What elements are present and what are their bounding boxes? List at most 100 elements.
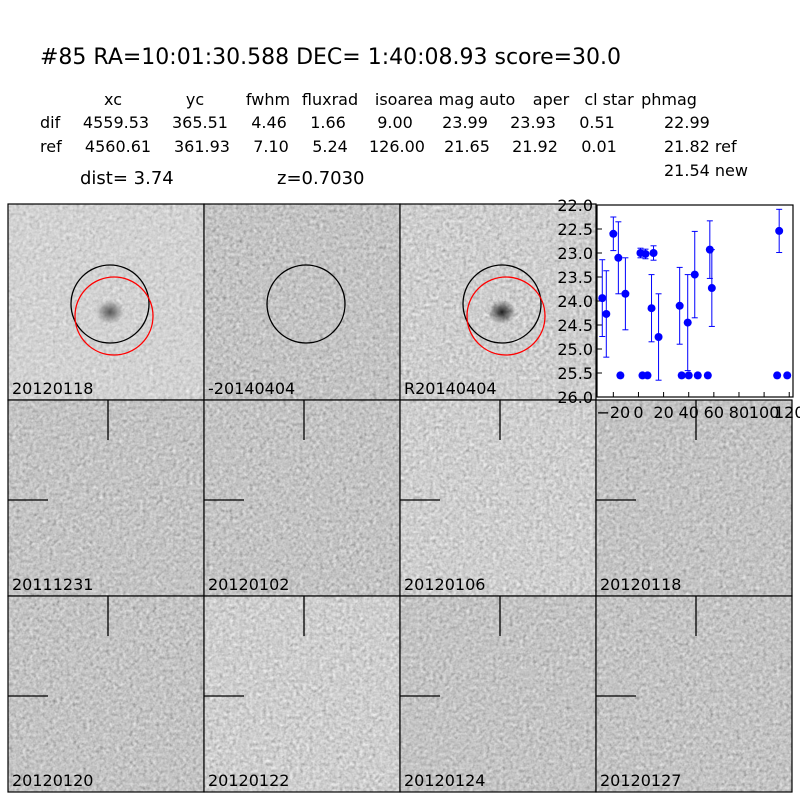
ref-circle: [74, 276, 154, 356]
y-tick-label: 25.0: [557, 340, 593, 359]
data-point: [783, 371, 792, 380]
stamp-label: 20120122: [208, 771, 289, 790]
redshift: z=0.7030: [277, 168, 365, 189]
stamp-image: [400, 400, 596, 596]
stamp-image: [204, 400, 400, 596]
table-cell: 4559.53: [83, 113, 149, 132]
stamp-label: 20120118: [600, 575, 681, 594]
extra-phmag: 21.54 new: [664, 161, 748, 180]
column-header: mag auto: [439, 90, 516, 109]
stamp-label: R20140404: [404, 379, 497, 398]
x-tick-label: 40: [679, 403, 699, 422]
stamp-label: 20120102: [208, 575, 289, 594]
table-cell: 21.82 ref: [664, 137, 737, 156]
table-cell: 7.10: [253, 137, 289, 156]
y-tick-label: 23.5: [557, 268, 593, 287]
stamp-image: [8, 400, 204, 596]
x-tick-label: 60: [704, 403, 724, 422]
stamp-tint: [8, 204, 204, 400]
column-header: yc: [186, 90, 204, 109]
table-cell: 4560.61: [85, 137, 151, 156]
stamp-image: [596, 596, 792, 792]
table-cell: 21.92: [512, 137, 558, 156]
y-tick-label: 24.5: [557, 316, 593, 335]
data-point: [693, 371, 702, 380]
data-point: [621, 289, 630, 298]
y-tick-label: 24.0: [557, 292, 593, 311]
table-cell: 126.00: [369, 137, 425, 156]
column-header: isoarea: [375, 90, 433, 109]
data-point: [675, 301, 684, 310]
dist: dist= 3.74: [80, 168, 174, 189]
column-header: fluxrad: [302, 90, 358, 109]
aperture-circle: [462, 264, 542, 344]
source-blob: [96, 300, 124, 324]
table-cell: 1.66: [310, 113, 346, 132]
table-cell: 361.93: [174, 137, 230, 156]
table-cell: 4.46: [251, 113, 287, 132]
stamp-label: 20120120: [12, 771, 93, 790]
data-point: [703, 371, 712, 380]
y-tick-label: 26.0: [557, 388, 593, 407]
stamp-image: [400, 596, 596, 792]
stamp-image: [204, 204, 400, 400]
x-tick-label: 100: [749, 403, 780, 422]
x-tick-label: 20: [653, 403, 673, 422]
x-tick-label: 80: [729, 403, 749, 422]
aperture-circle: [70, 264, 150, 344]
table-cell: 22.99: [664, 113, 710, 132]
row-label: dif: [40, 113, 61, 132]
data-point: [616, 371, 625, 380]
table-cell: 9.00: [377, 113, 413, 132]
column-header: xc: [104, 90, 122, 109]
source-blob: [488, 300, 516, 324]
data-point: [654, 333, 663, 341]
table-cell: 23.99: [442, 113, 488, 132]
aperture-circle: [266, 264, 346, 344]
x-tick-label: 120: [774, 403, 800, 422]
x-tick-label: 0: [633, 403, 643, 422]
column-header: fwhm: [246, 90, 290, 109]
data-point: [690, 270, 699, 279]
data-point: [598, 294, 607, 303]
data-point: [683, 318, 692, 327]
column-header: cl star: [584, 90, 634, 109]
stamp-label: 20120127: [600, 771, 681, 790]
data-point: [643, 371, 652, 380]
data-point: [775, 226, 784, 235]
y-tick-label: 23.0: [557, 244, 593, 263]
data-point: [773, 371, 782, 380]
stamp-label: -20140404: [208, 379, 295, 398]
table-cell: 23.93: [510, 113, 556, 132]
data-point: [609, 229, 618, 238]
table-cell: 5.24: [312, 137, 348, 156]
data-point: [649, 249, 658, 257]
data-point: [647, 304, 656, 313]
ref-circle: [466, 276, 546, 356]
y-tick-label: 22.5: [557, 220, 593, 239]
table-cell: 21.65: [444, 137, 490, 156]
stamp-label: 20120106: [404, 575, 485, 594]
row-label: ref: [40, 137, 62, 156]
data-point: [684, 371, 693, 380]
stamp-label: 20111231: [12, 575, 93, 594]
data-point: [602, 309, 611, 318]
stamp-frame: [595, 595, 793, 793]
stamp-label: 20120118: [12, 379, 93, 398]
column-header: aper: [533, 90, 570, 109]
data-point: [641, 249, 650, 258]
table-cell: 365.51: [172, 113, 228, 132]
data-point: [614, 253, 623, 262]
stamp-image: [204, 596, 400, 792]
table-cell: 0.01: [581, 137, 617, 156]
y-tick-label: 25.5: [557, 364, 593, 383]
stamp-image: [8, 596, 204, 792]
y-tick-label: 22.0: [557, 196, 593, 215]
x-tick-label: −20: [596, 403, 630, 422]
data-point: [677, 371, 686, 380]
data-point: [707, 284, 716, 293]
stamp-image: [596, 400, 792, 596]
stamp-label: 20120124: [404, 771, 485, 790]
title: #85 RA=10:01:30.588 DEC= 1:40:08.93 scor…: [40, 45, 621, 70]
